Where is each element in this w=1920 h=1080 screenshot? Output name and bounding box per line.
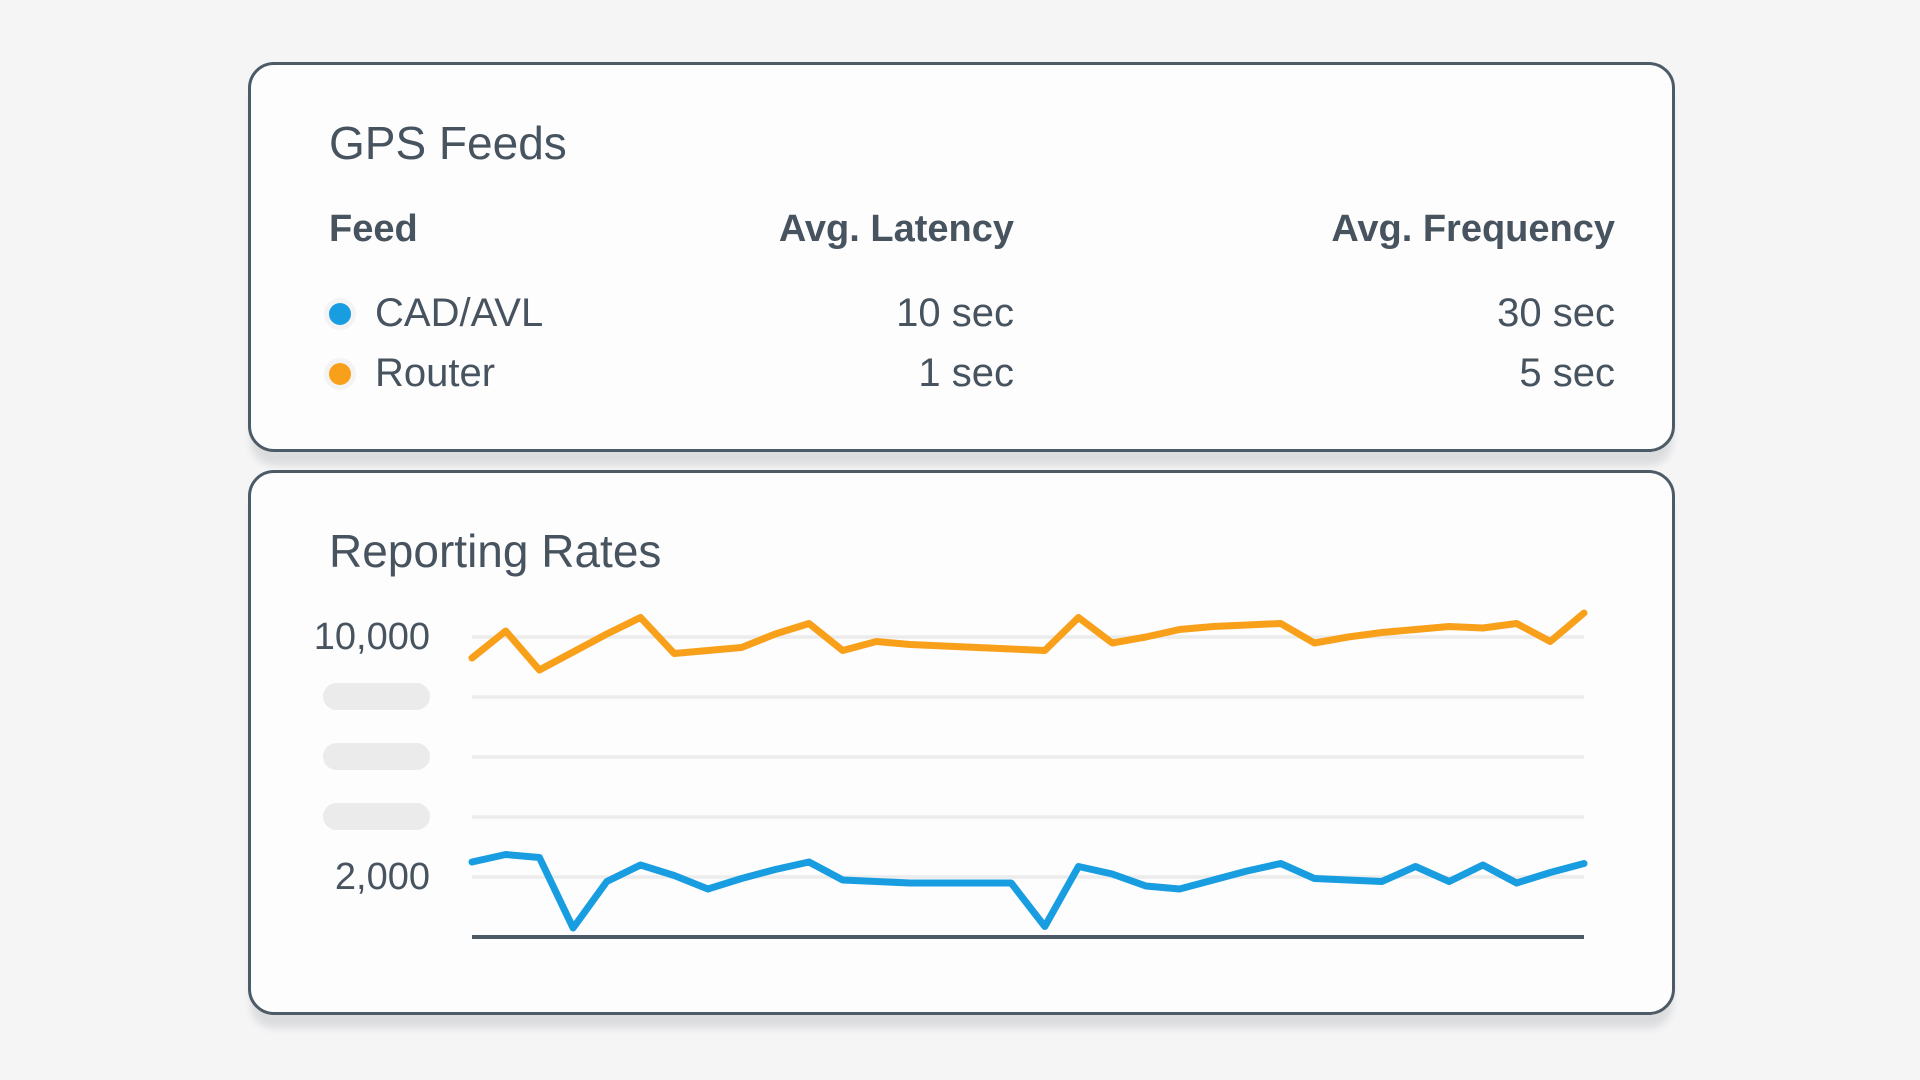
gps-feeds-header-row: Feed Avg. Latency Avg. Frequency <box>329 207 1615 251</box>
table-row: CAD/AVL 10 sec 30 sec <box>329 291 1615 335</box>
router-series-dot-icon <box>329 362 351 385</box>
gps-feeds-card: GPS Feeds Feed Avg. Latency Avg. Frequen… <box>248 62 1675 452</box>
y-axis-tick-placeholder <box>323 683 430 710</box>
avg-frequency-value: 5 sec <box>1519 351 1615 395</box>
column-header-feed: Feed <box>329 207 418 250</box>
gps-feeds-title: GPS Feeds <box>329 117 567 169</box>
reporting-rates-card: Reporting Rates 10,000 2,000 <box>248 470 1675 1015</box>
series-line-router <box>468 609 1588 674</box>
line-chart <box>468 609 1588 939</box>
feed-name: Router <box>375 351 496 395</box>
cad-avl-series-dot-icon <box>329 302 351 325</box>
table-row: Router 1 sec 5 sec <box>329 351 1615 395</box>
y-axis-tick-placeholder <box>323 743 430 770</box>
avg-latency-value: 10 sec <box>896 291 1014 335</box>
y-axis-tick-placeholder <box>323 803 430 830</box>
feed-name: CAD/AVL <box>375 291 544 335</box>
y-axis-tick-label: 2,000 <box>334 856 430 898</box>
column-header-avg-frequency: Avg. Frequency <box>1331 207 1615 250</box>
series-line-cad-avl <box>468 851 1588 932</box>
reporting-rates-title: Reporting Rates <box>329 525 662 577</box>
column-header-avg-latency: Avg. Latency <box>778 207 1014 250</box>
avg-frequency-value: 30 sec <box>1497 291 1615 335</box>
avg-latency-value: 1 sec <box>918 351 1014 395</box>
y-axis-tick-label: 10,000 <box>313 616 430 658</box>
